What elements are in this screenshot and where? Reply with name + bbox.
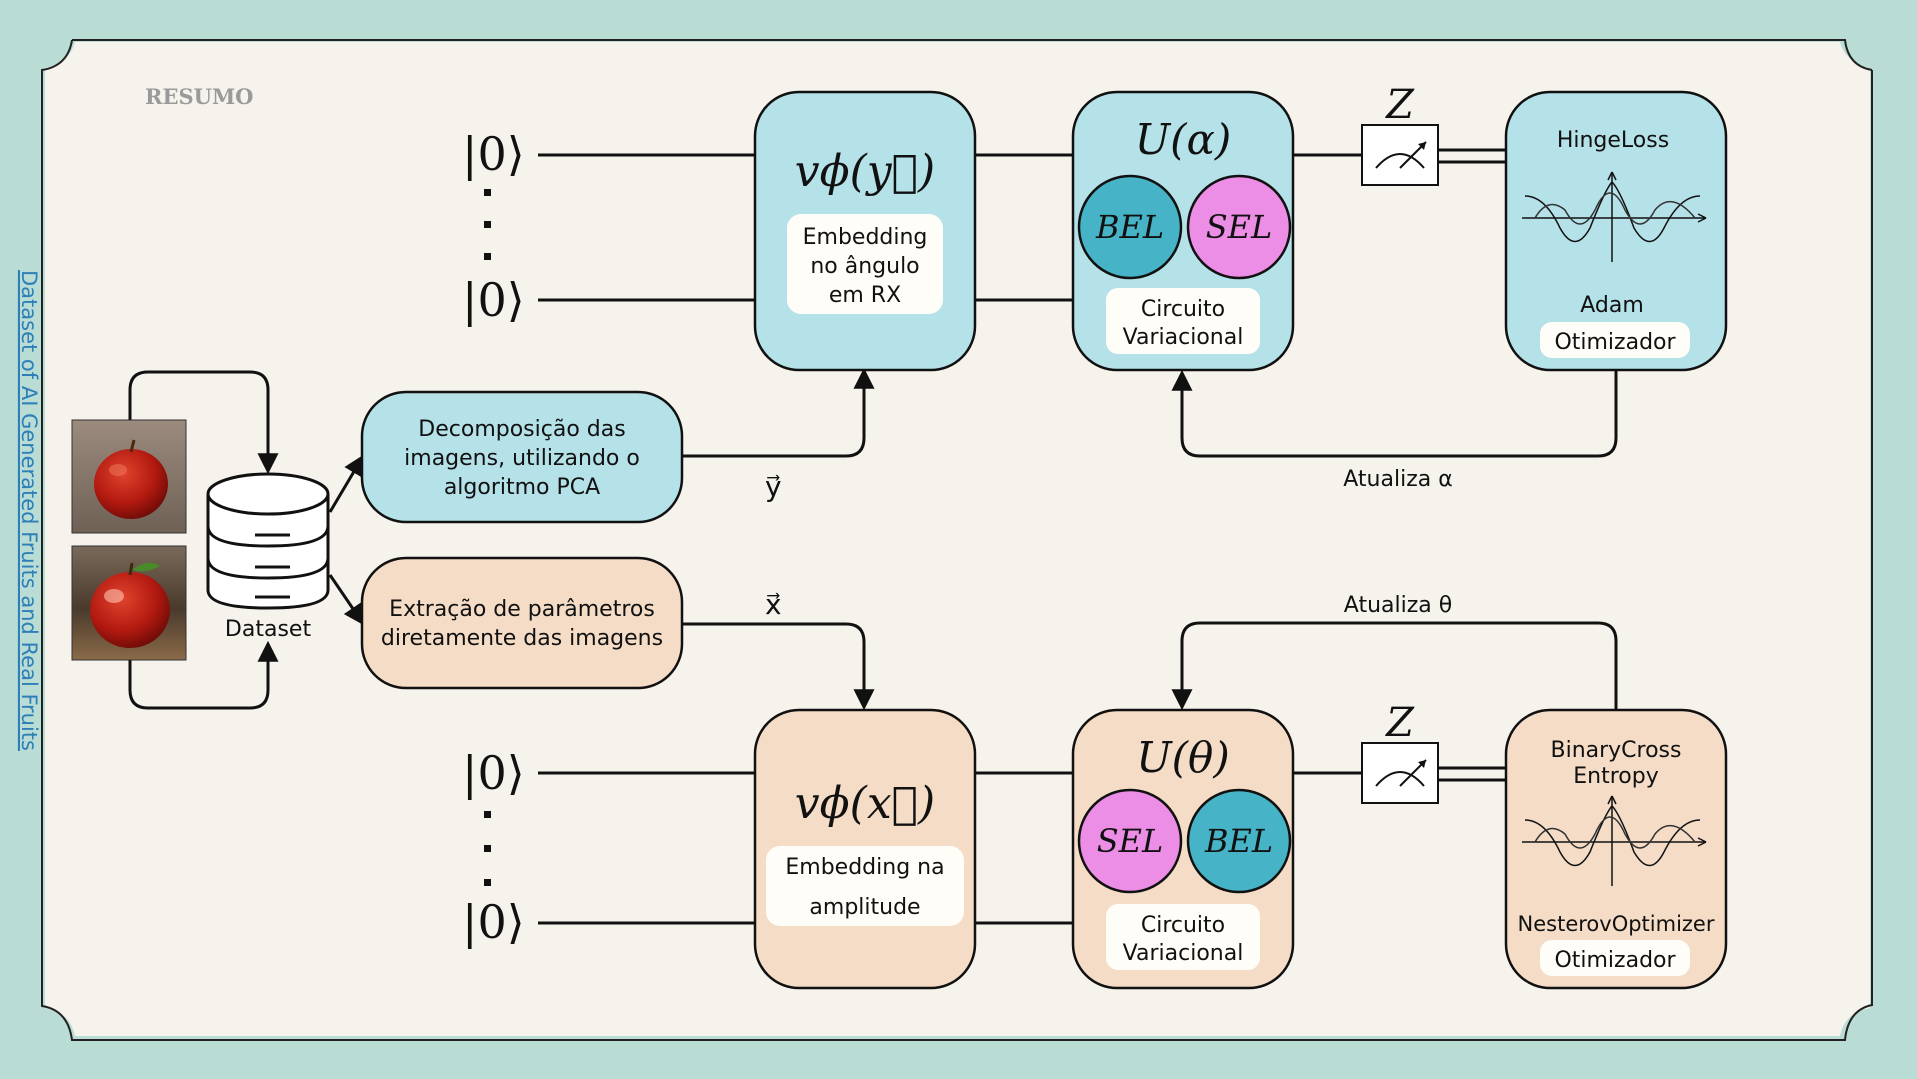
section-label: RESUMO bbox=[145, 84, 253, 109]
pca-label-2: imagens, utilizando o bbox=[404, 446, 640, 471]
optimizer-name-top: Adam bbox=[1580, 293, 1644, 318]
sel-label-bottom: SEL bbox=[1097, 822, 1164, 860]
embedding-title-bottom: vϕ(x⃗) bbox=[795, 778, 935, 829]
ai-apple-image bbox=[71, 545, 187, 661]
embedding-desc-top-1: Embedding bbox=[803, 225, 928, 250]
sel-label-top: SEL bbox=[1206, 208, 1273, 246]
loss-name-top: HingeLoss bbox=[1557, 128, 1669, 153]
ket-top-2: |0⟩ bbox=[462, 273, 525, 327]
ket-bottom-1: |0⟩ bbox=[462, 746, 525, 800]
embedding-desc-top-3: em RX bbox=[829, 283, 901, 308]
embedding-desc-bg-top bbox=[787, 214, 943, 314]
optimizer-label-bg-top bbox=[1540, 322, 1690, 358]
pca-to-embedding-arrow bbox=[682, 367, 875, 458]
bel-circle-top bbox=[1077, 174, 1183, 280]
pca-label-1: Decomposição das bbox=[418, 417, 625, 442]
bel-circle-bottom bbox=[1186, 788, 1292, 894]
feedback-arrow-bottom bbox=[1171, 621, 1618, 711]
circuit-desc-bg-top bbox=[1106, 288, 1260, 354]
bel-label-top: BEL bbox=[1095, 208, 1164, 246]
image-to-dataset-arrows bbox=[128, 370, 279, 710]
extraction-to-embedding-arrow bbox=[682, 622, 875, 711]
qubit-ellipsis-bottom bbox=[484, 811, 491, 886]
qubit-wires-top bbox=[538, 153, 1362, 302]
feedback-label-top: Atualiza α bbox=[1343, 467, 1452, 492]
dataset-link[interactable]: Dataset of AI Generated Fruits and Real … bbox=[17, 270, 41, 751]
sel-circle-bottom bbox=[1077, 788, 1183, 894]
classical-wire-bottom bbox=[1438, 766, 1506, 782]
qubit-wires-bottom bbox=[538, 771, 1362, 925]
embedding-desc-top-2: no ângulo bbox=[810, 254, 919, 279]
bel-label-bottom: BEL bbox=[1204, 822, 1273, 860]
loss-name-bottom-1: BinaryCross bbox=[1550, 738, 1681, 763]
embedding-desc-bg-bottom bbox=[766, 846, 964, 926]
circuit-desc-top-2: Variacional bbox=[1123, 325, 1244, 350]
extraction-label-1: Extração de parâmetros bbox=[389, 597, 655, 622]
feedback-arrow-top bbox=[1171, 369, 1618, 458]
embedding-desc-bottom-2: amplitude bbox=[809, 895, 920, 920]
optimizer-label-bottom: Otimizador bbox=[1554, 948, 1676, 973]
loss-curve-icon-top bbox=[1522, 171, 1707, 262]
measure-z-top: Z bbox=[1384, 82, 1415, 128]
extraction-label-2: diretamente das imagens bbox=[381, 626, 663, 651]
circuit-desc-bottom-1: Circuito bbox=[1141, 913, 1225, 938]
sel-circle-top bbox=[1186, 174, 1292, 280]
embedding-title-top: vϕ(y⃗) bbox=[795, 146, 935, 197]
dataset-label: Dataset bbox=[225, 617, 312, 642]
measurement-meter-icon-bottom bbox=[1361, 742, 1439, 804]
pca-label-3: algoritmo PCA bbox=[444, 475, 600, 500]
loss-curve-icon-bottom bbox=[1522, 795, 1707, 886]
circuit-desc-top-1: Circuito bbox=[1141, 297, 1225, 322]
vector-y-label: y⃗ bbox=[765, 470, 782, 503]
dataset-link-text[interactable]: Dataset of AI Generated Fruits and Real … bbox=[17, 270, 41, 751]
loss-name-bottom-2: Entropy bbox=[1573, 764, 1658, 789]
measure-z-bottom: Z bbox=[1384, 700, 1415, 746]
measurement-meter-icon-top bbox=[1361, 124, 1439, 186]
circuit-title-bottom: U(θ) bbox=[1136, 733, 1229, 782]
circuit-desc-bg-bottom bbox=[1106, 904, 1260, 970]
circuit-title-top: U(α) bbox=[1135, 115, 1232, 164]
ket-bottom-2: |0⟩ bbox=[462, 895, 525, 949]
feedback-label-bottom: Atualiza θ bbox=[1344, 593, 1452, 618]
real-apple-image bbox=[71, 419, 187, 534]
circuit-desc-bottom-2: Variacional bbox=[1123, 941, 1244, 966]
optimizer-label-bg-bottom bbox=[1540, 940, 1690, 976]
extraction-box bbox=[360, 556, 684, 690]
database-icon bbox=[206, 472, 330, 610]
optimizer-name-bottom: NesterovOptimizer bbox=[1518, 912, 1715, 936]
ket-top-1: |0⟩ bbox=[462, 127, 525, 181]
vector-x-label: x⃗ bbox=[765, 588, 782, 621]
qubit-ellipsis-top bbox=[484, 189, 491, 260]
classical-wire-top bbox=[1438, 148, 1506, 164]
embedding-desc-bottom-1: Embedding na bbox=[785, 855, 944, 880]
dataset-branch-arrows bbox=[328, 454, 365, 626]
optimizer-label-top: Otimizador bbox=[1554, 330, 1676, 355]
